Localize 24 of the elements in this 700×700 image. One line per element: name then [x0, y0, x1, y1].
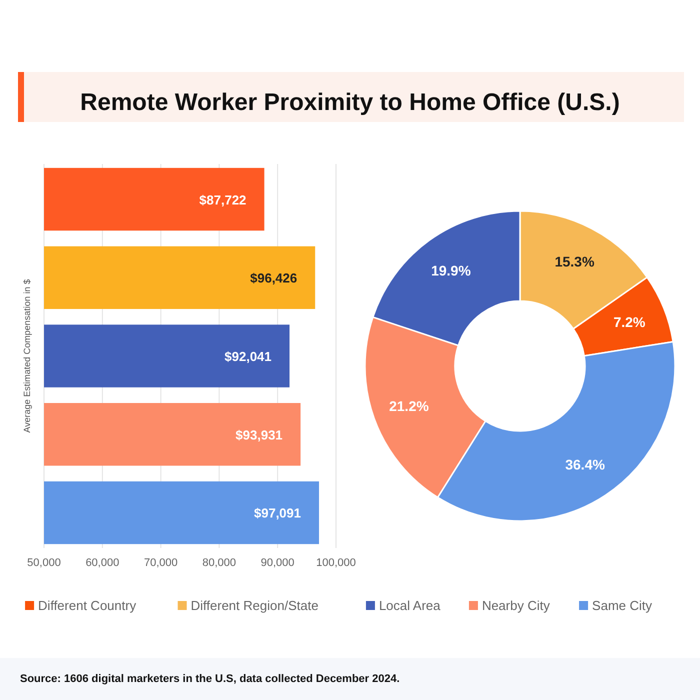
source-note: Source: 1606 digital marketers in the U.S, data collected December 2024.: [20, 673, 400, 685]
data-label: $97,091: [254, 506, 302, 521]
y-axis-title: Average Estimated Compensation in $: [22, 279, 32, 433]
data-label: 7.2%: [613, 314, 646, 330]
legend-label: Different Country: [38, 598, 137, 613]
legend-label: Nearby City: [482, 598, 550, 613]
data-label: 21.2%: [389, 398, 430, 414]
data-label: $87,722: [199, 192, 246, 208]
legend-label: Local Area: [378, 598, 442, 613]
data-label: $96,426: [250, 270, 298, 286]
data-label: $93,931: [236, 427, 283, 442]
x-tick-label: 60,000: [86, 557, 120, 569]
data-label: $92,041: [224, 349, 272, 364]
x-tick-label: 50,000: [27, 557, 61, 569]
data-label: 19.9%: [431, 262, 472, 278]
legend-label: Different Region/State: [190, 598, 318, 613]
chart-title: Remote Worker Proximity to Home Office (U.S.): [80, 89, 620, 116]
x-tick-label: 90,000: [260, 557, 294, 569]
x-tick-label: 70,000: [144, 557, 178, 569]
x-tick-label: 80,000: [202, 557, 236, 569]
data-label: 15.3%: [554, 253, 595, 270]
legend-label: Same City: [592, 598, 653, 613]
data-label: 36.4%: [565, 456, 606, 472]
x-tick-label: 100,000: [316, 557, 356, 569]
